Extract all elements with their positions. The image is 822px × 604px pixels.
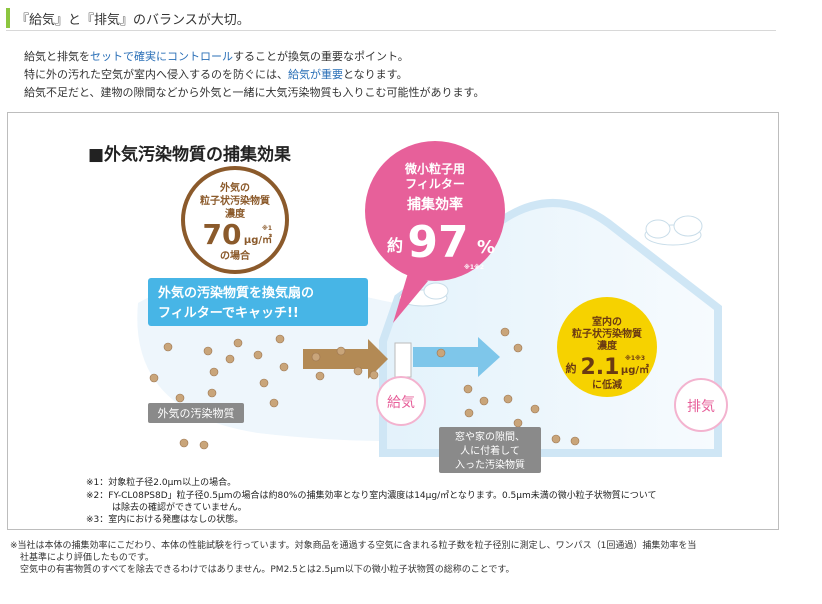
filter-bubble-line2: フィルター xyxy=(405,177,465,191)
supply-air-badge xyxy=(376,376,426,426)
filter-bubble-note: ※1※2 xyxy=(464,264,484,271)
outside-bubble-line2: 粒子状汚染物質 xyxy=(200,194,270,207)
indoor-bubble-line3: 濃度 xyxy=(597,339,618,352)
footer-line-3: 空気中の有害物質のすべてを除去できるわけではありません。PM2.5とは2.5μm… xyxy=(20,565,515,575)
footer-notes: ※当社は本体の捕集効率にこだわり、本体の性能試験を行っています。対象商品を通過す… xyxy=(10,540,696,576)
section-heading: 『給気』と『排気』のバランスが大切。 xyxy=(6,6,776,31)
indoor-bubble-line1: 室内の xyxy=(592,315,622,328)
heading-accent-bar xyxy=(6,8,10,28)
indoor-bubble-note: ※1※3 xyxy=(625,355,645,362)
outside-bubble-unit: μg/㎥ xyxy=(244,233,272,246)
outside-bubble-line4: の場合 xyxy=(220,249,251,262)
intro-text: 給気と排気をセットで確実にコントロールすることが換気の重要なポイント。 特に外の… xyxy=(24,48,484,102)
section-title: 『給気』と『排気』のバランスが大切。 xyxy=(16,13,250,28)
filter-bubble-line1: 微小粒子用 xyxy=(404,161,465,176)
highlight-set-control: セットで確実にコントロール xyxy=(90,50,233,63)
inflow-arrow-inside xyxy=(413,337,500,377)
indoor-bubble-prefix: 約 xyxy=(566,361,577,375)
indoor-bubble-value: 2.1 xyxy=(581,355,620,380)
indoor-bubble-unit: μg/㎥ xyxy=(621,363,649,376)
footnote-3: ※3：室内における発塵はなしの状態。 xyxy=(86,515,244,525)
intro-line-3: 給気不足だと、建物の隙間などから外気と一緒に大気汚染物質も入りこむ可能性がありま… xyxy=(24,86,485,99)
footer-line-1: ※当社は本体の捕集効率にこだわり、本体の性能試験を行っています。対象商品を通過す… xyxy=(10,541,697,551)
indoor-bubble-line2: 粒子状汚染物質 xyxy=(572,327,642,340)
outside-pollutants-label: 外気の汚染物質 xyxy=(158,406,235,420)
outside-particles xyxy=(149,334,379,450)
gap-pollutants-label-box xyxy=(439,427,541,473)
filter-efficiency-bubble xyxy=(365,141,505,281)
outside-bubble-note: ※1 xyxy=(262,225,272,232)
gap-label-line1: 窓や家の隙間、 xyxy=(455,430,525,443)
exhaust-air-label: 排気 xyxy=(687,399,715,415)
indoor-bubble-line4: に低減 xyxy=(592,378,622,391)
exhaust-air-badge xyxy=(674,378,728,432)
filter-bubble-prefix: 約 xyxy=(387,236,403,255)
footnote-2-cont: は除去の確認ができていません。 xyxy=(112,503,247,513)
footnote-1: ※1：対象粒子径2.0μm以上の場合。 xyxy=(86,478,237,488)
inflow-arrow-outside xyxy=(303,339,388,379)
diagram-title: ■外気汚染物質の捕集効果 xyxy=(88,144,291,165)
intro-line-2: 特に外の汚れた空気が室内へ侵入するのを防ぐには、給気が重要となります。 xyxy=(24,68,408,81)
banner-line1: 外気の汚染物質を換気扇の xyxy=(157,285,314,301)
filter-bubble-unit: % xyxy=(477,237,495,258)
capture-effect-diagram: ■外気汚染物質の捕集効果 外気の 粒子状汚染物質 濃度 70 μg/㎥ ※1 の… xyxy=(7,112,779,530)
highlight-supply-important: 給気が重要 xyxy=(288,68,343,81)
indoor-concentration-bubble xyxy=(557,297,657,397)
gap-label-line2: 人に付着して xyxy=(460,444,520,457)
outside-bubble-line3: 濃度 xyxy=(225,207,246,220)
supply-air-label: 給気 xyxy=(387,395,415,411)
cloud-icon xyxy=(644,215,703,246)
catch-banner xyxy=(148,278,368,326)
banner-line2: フィルターでキャッチ!! xyxy=(158,306,299,321)
outside-pollutants-label-box xyxy=(148,403,244,423)
filter-bubble-line3: 捕集効率 xyxy=(407,196,463,213)
footnote-2: ※2：FY-CL08PS8D」粒子径0.5μmの場合は約80%の捕集効率となり室… xyxy=(86,491,657,501)
filter-bubble-value: 97 xyxy=(407,217,468,268)
filter-unit xyxy=(394,342,412,378)
outside-bubble-line1: 外気の xyxy=(219,181,250,194)
intro-line-1: 給気と排気をセットで確実にコントロールすることが換気の重要なポイント。 xyxy=(24,50,409,63)
gap-label-line3: 入った汚染物質 xyxy=(455,458,525,471)
footer-line-2: 社基準により評価したものです。 xyxy=(20,553,154,563)
filter-bubble-pointer xyxy=(393,273,428,323)
diagram-illustration: ■外気汚染物質の捕集効果 外気の 粒子状汚染物質 濃度 70 μg/㎥ ※1 の… xyxy=(88,141,728,473)
outside-concentration-bubble xyxy=(181,166,289,274)
outside-bubble-value: 70 xyxy=(203,218,242,251)
